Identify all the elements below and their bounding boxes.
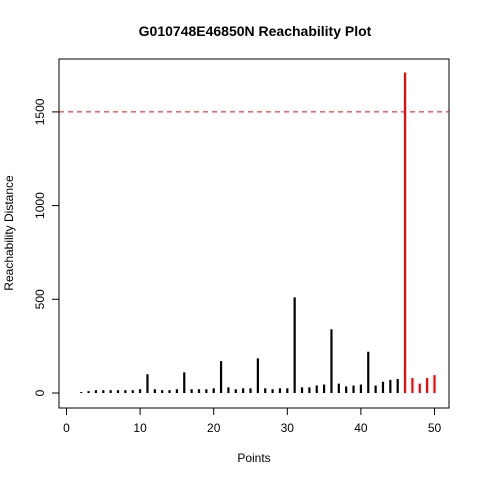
y-tick-label: 0 — [33, 389, 47, 396]
x-tick-label: 20 — [207, 421, 221, 435]
x-axis: 0 10 20 30 40 50 — [63, 407, 442, 435]
y-axis-label: Reachability Distance — [2, 175, 16, 291]
x-axis-label: Points — [237, 451, 270, 465]
x-tick-label: 30 — [281, 421, 295, 435]
chart-title: G010748E46850N Reachability Plot — [139, 23, 372, 39]
x-tick-label: 40 — [354, 421, 368, 435]
y-tick-label: 1500 — [33, 98, 47, 125]
x-tick-label: 0 — [63, 421, 70, 435]
y-tick-label: 1000 — [33, 192, 47, 219]
y-axis: 0 500 1000 1500 — [33, 98, 60, 396]
y-tick-label: 500 — [33, 289, 47, 309]
x-tick-label: 10 — [133, 421, 147, 435]
x-tick-label: 50 — [428, 421, 442, 435]
bars-group — [80, 72, 436, 393]
plot-frame — [58, 58, 450, 409]
